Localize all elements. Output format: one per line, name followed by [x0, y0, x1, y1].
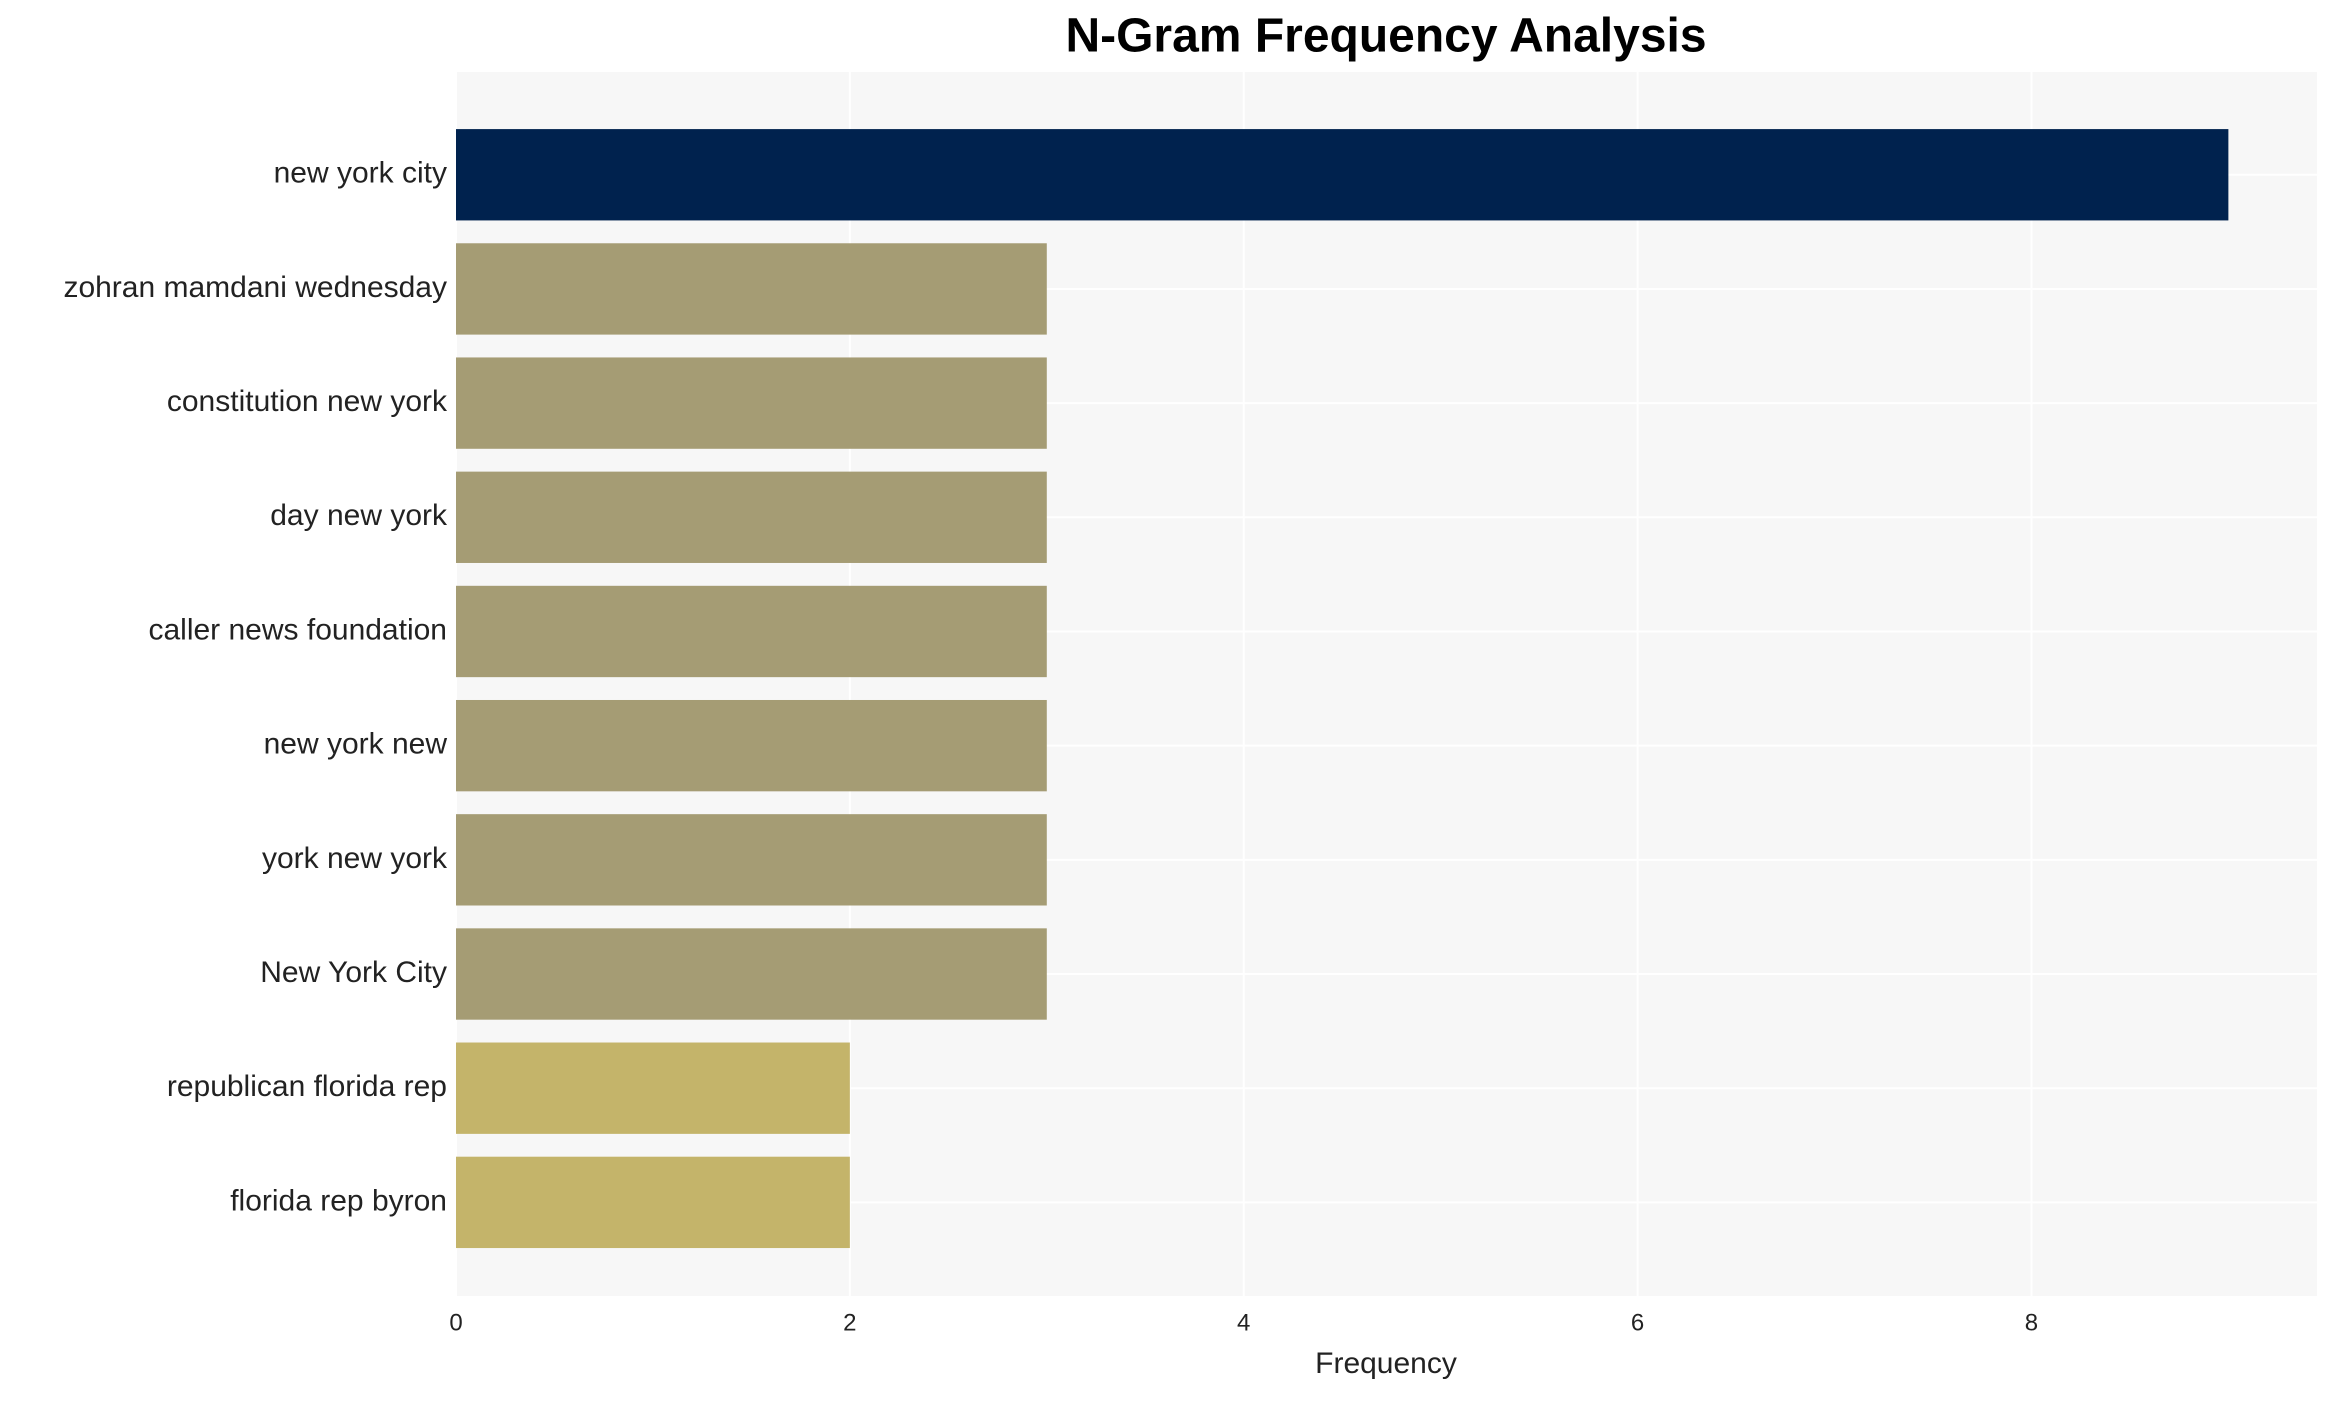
- x-tick-label: 6: [1631, 1309, 1644, 1336]
- y-tick-label: constitution new york: [167, 385, 448, 418]
- bar: [456, 928, 1047, 1020]
- bar: [456, 814, 1047, 906]
- bar: [456, 699, 1047, 792]
- y-tick-label: york new york: [262, 842, 448, 875]
- bar: [456, 1042, 850, 1134]
- y-tick-label: caller news foundation: [148, 613, 447, 646]
- y-tick-label: zohran mamdani wednesday: [63, 271, 447, 304]
- bar: [456, 471, 1047, 563]
- x-tick-label: 8: [2025, 1309, 2038, 1336]
- x-axis-label: Frequency: [1315, 1347, 1457, 1380]
- x-tick-label: 0: [449, 1309, 462, 1336]
- x-tick-label: 2: [843, 1309, 856, 1336]
- y-tick-label: new york new: [264, 728, 448, 761]
- bar: [456, 243, 1047, 335]
- bar: [456, 1156, 850, 1249]
- chart-title: N-Gram Frequency Analysis: [1065, 10, 1706, 63]
- y-tick-label: republican florida rep: [167, 1070, 447, 1103]
- x-tick-label: 4: [1237, 1309, 1250, 1336]
- y-tick-label: day new york: [270, 499, 448, 532]
- y-tick-label: new york city: [274, 157, 447, 190]
- bar: [456, 357, 1047, 449]
- y-tick-label: florida rep byron: [230, 1184, 447, 1217]
- y-tick-label: New York City: [260, 956, 447, 989]
- bar: [456, 129, 2229, 221]
- bar: [456, 585, 1047, 678]
